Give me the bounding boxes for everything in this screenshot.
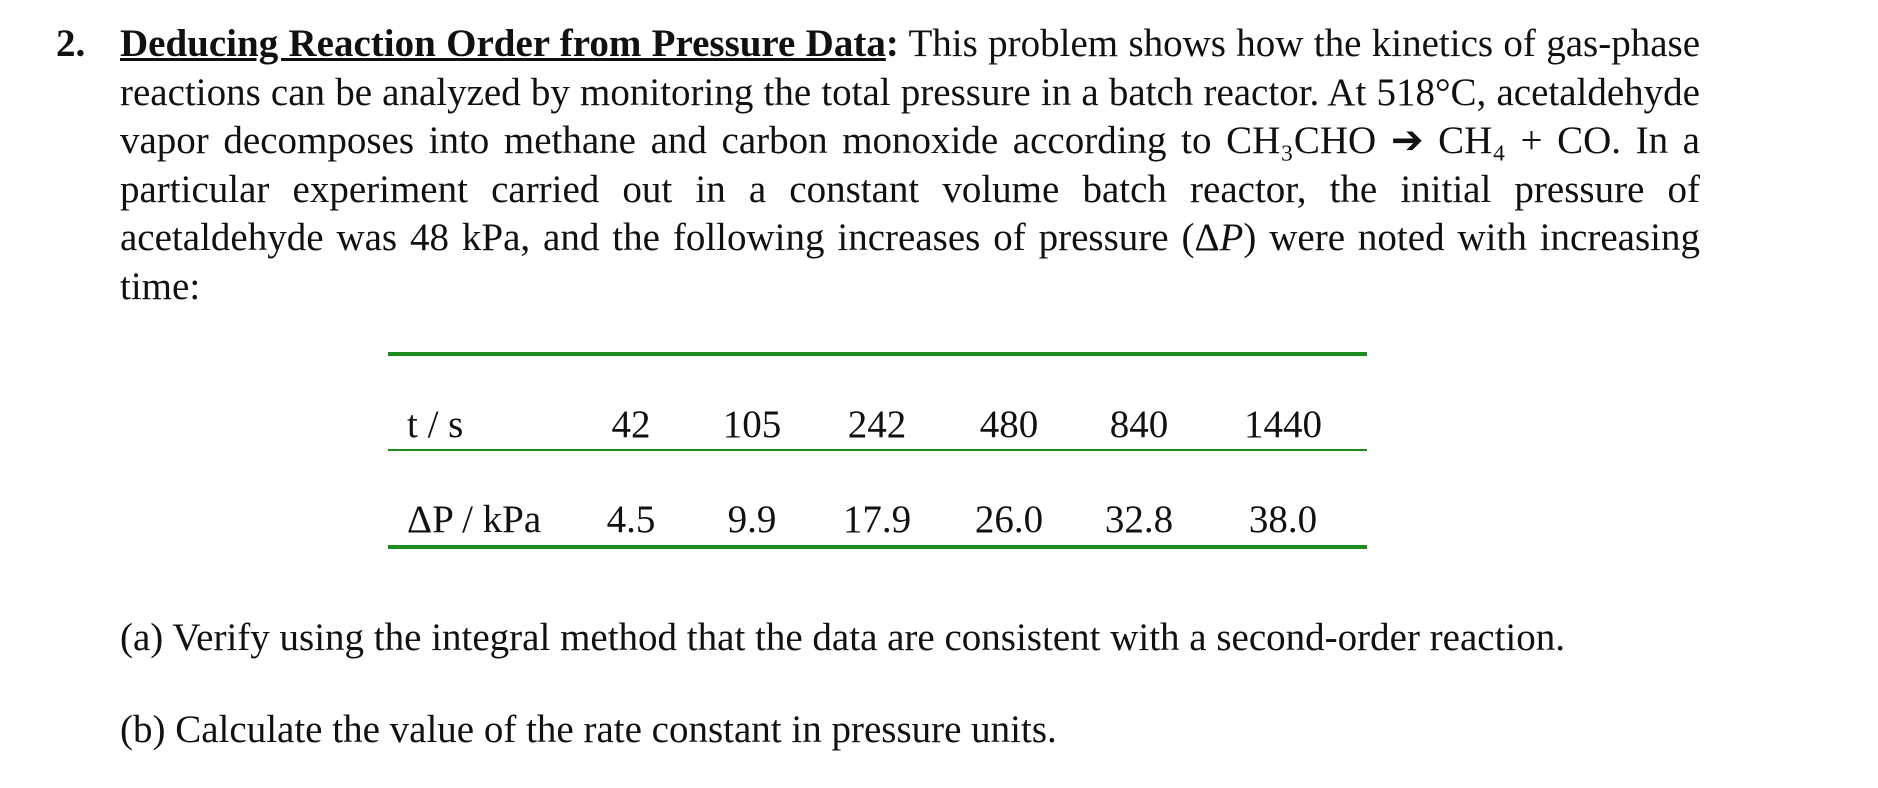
table-cell: 480: [979, 403, 1039, 446]
problem-number: 2.: [56, 22, 86, 65]
table-cell: 1440: [1244, 403, 1322, 446]
question-part: (b) Calculate the value of the rate cons…: [120, 708, 1057, 751]
problem-text: Deducing Reaction Order from Pressure Da…: [120, 20, 1700, 311]
text-italic: P: [1219, 216, 1244, 259]
table-rule: [388, 352, 1367, 356]
text: This problem shows how the kinetics of g…: [120, 22, 1700, 259]
table-cell: 42: [611, 403, 651, 446]
table-rule: [388, 449, 1367, 451]
text: ) were noted with increasing time:: [120, 216, 1700, 308]
table-cell: 32.8: [1104, 498, 1174, 541]
table-cell: 17.9: [842, 498, 912, 541]
question-part: (a) Verify using the integral method tha…: [120, 616, 1566, 659]
table-cell: 9.9: [727, 498, 777, 541]
table-cell: 840: [1109, 403, 1169, 446]
table-cell: 38.0: [1248, 498, 1318, 541]
row-label: t / s: [407, 403, 464, 446]
title-end: :: [885, 22, 899, 65]
table-cell: 105: [722, 403, 782, 446]
table-cell: 26.0: [974, 498, 1044, 541]
row-label: ΔP / kPa: [407, 498, 542, 541]
table-cell: 4.5: [606, 498, 656, 541]
problem-title: Deducing Reaction Order from Pressure Da…: [120, 22, 886, 65]
table-rule: [388, 545, 1367, 549]
table-cell: 242: [847, 403, 907, 446]
